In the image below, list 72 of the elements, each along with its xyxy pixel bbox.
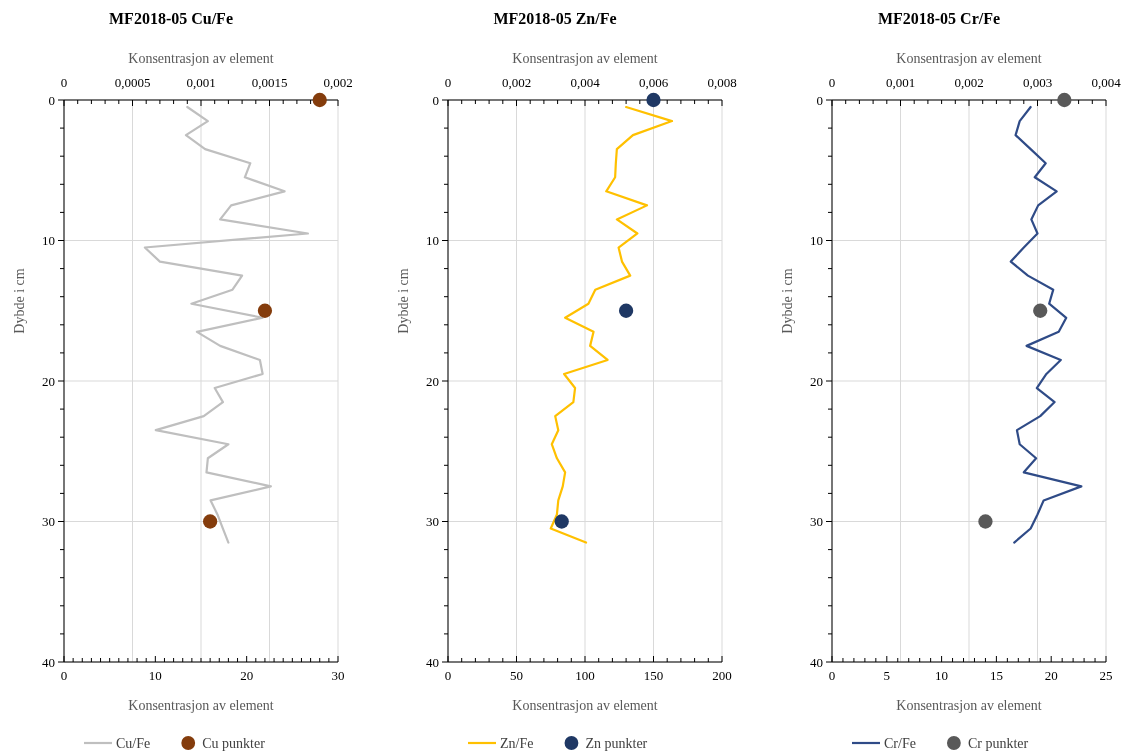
- y-tick-label: 0: [816, 92, 823, 108]
- x2-axis-title: Konsentrasjon av element: [128, 51, 274, 66]
- x-tick-label: 15: [989, 668, 1003, 683]
- x-tick-label: 5: [883, 668, 891, 683]
- x-tick-label: 0: [828, 668, 836, 683]
- x2-tick-label: 0: [60, 75, 68, 90]
- x2-tick-label: 0,002: [501, 75, 532, 90]
- legend-label: Cr punkter: [967, 736, 1029, 751]
- x-axis-title: Konsentrasjon av element: [896, 698, 1042, 713]
- x2-tick-label: 0,0005: [114, 75, 151, 90]
- x2-tick-label: 0,008: [707, 75, 737, 90]
- chart-title: MF2018-05 Zn/Fe: [493, 10, 617, 27]
- x-axis-title: Konsentrasjon av element: [128, 698, 274, 713]
- point: [646, 92, 661, 108]
- x-tick-label: 20: [1044, 668, 1058, 683]
- x2-tick-label: 0,006: [638, 75, 669, 90]
- x-tick-label: 100: [575, 668, 595, 683]
- point: [312, 92, 327, 108]
- chart-title: MF2018-05 Cr/Fe: [877, 10, 1001, 27]
- y-tick-label: 20: [426, 373, 439, 389]
- x-tick-label: 0: [60, 668, 68, 683]
- y-tick-label: 40: [42, 654, 55, 670]
- x2-tick-label: 0,003: [1022, 75, 1053, 90]
- y-tick-label: 10: [42, 233, 55, 248]
- x2-tick-label: 0,0015: [251, 75, 288, 90]
- y-tick-label: 30: [810, 514, 823, 529]
- point: [257, 303, 273, 318]
- y-tick-label: 20: [810, 373, 823, 389]
- y-tick-label: 40: [426, 654, 439, 670]
- x2-tick-label: 0: [828, 75, 836, 90]
- legend-label: Cu/Fe: [116, 736, 151, 751]
- x2-tick-label: 0,004: [1091, 75, 1122, 90]
- y-tick-label: 40: [810, 654, 823, 670]
- y-tick-label: 10: [810, 233, 823, 248]
- x-axis-title: Konsentrasjon av element: [512, 698, 658, 713]
- x-tick-label: 150: [643, 668, 664, 683]
- legend-label: Zn/Fe: [500, 736, 534, 751]
- y-tick-label: 10: [426, 233, 439, 248]
- x2-tick-label: 0: [444, 75, 452, 90]
- x-tick-label: 200: [712, 668, 732, 683]
- x2-tick-label: 0,002: [954, 75, 984, 90]
- y-tick-label: 0: [432, 92, 439, 108]
- x2-axis-title: Konsentrasjon av element: [896, 51, 1042, 66]
- point: [1057, 92, 1072, 108]
- y-axis-title: Dybde i cm: [12, 268, 27, 334]
- legend-label: Cr/Fe: [884, 736, 916, 751]
- x-tick-label: 20: [240, 668, 254, 683]
- x2-tick-label: 0,001: [885, 75, 916, 90]
- x-tick-label: 0: [444, 668, 452, 683]
- legend-label: Cu punkter: [202, 736, 266, 751]
- point: [618, 303, 634, 318]
- x-tick-label: 10: [148, 668, 162, 683]
- x2-tick-label: 0,004: [570, 75, 601, 90]
- x-tick-label: 10: [935, 668, 949, 683]
- point: [1033, 303, 1048, 318]
- legend-label: Zn punkter: [585, 736, 648, 751]
- y-tick-label: 20: [42, 373, 55, 389]
- x2-axis-title: Konsentrasjon av element: [512, 51, 658, 66]
- x-tick-label: 30: [331, 668, 345, 683]
- point: [554, 514, 569, 529]
- x2-tick-label: 0,002: [323, 75, 353, 90]
- y-axis-title: Dybde i cm: [780, 268, 795, 334]
- x2-tick-label: 0,001: [186, 75, 216, 90]
- y-tick-label: 0: [48, 92, 55, 108]
- x-tick-label: 25: [1099, 668, 1113, 683]
- y-axis-title: Dybde i cm: [396, 268, 411, 334]
- y-tick-label: 30: [426, 514, 439, 529]
- point: [203, 514, 218, 529]
- chart-title: MF2018-05 Cu/Fe: [109, 10, 233, 27]
- x-tick-label: 50: [510, 668, 523, 683]
- point: [978, 514, 993, 529]
- y-tick-label: 30: [42, 514, 55, 529]
